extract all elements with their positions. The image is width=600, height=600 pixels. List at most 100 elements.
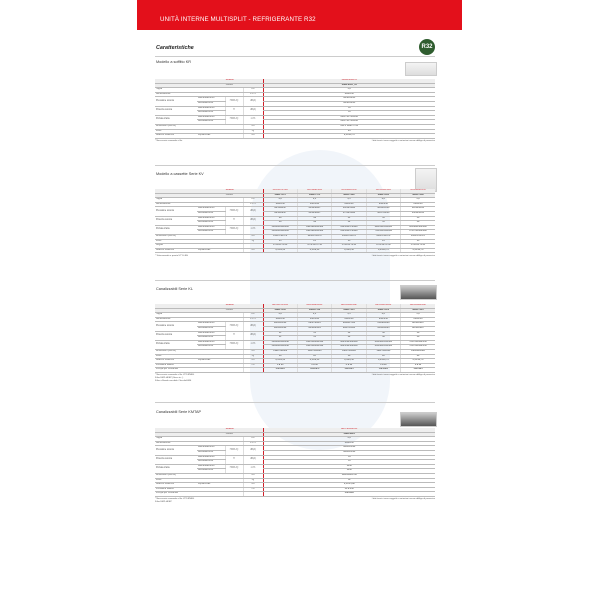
disclaimer: I dati tecnici sono soggetti a variazion… [371,374,435,377]
code-cell: 3NGF7120 [365,308,401,314]
value-cell: 49 [296,216,332,222]
table-row: Portata d'aria Raffreddamento H/M/L/Q m³/h 8… [155,115,435,125]
notes-row: * Telecomando a parete UTY-LRH I dati tec… [155,255,435,258]
row-label: Pressione statica [155,487,243,493]
product-image [400,285,437,300]
row-unit: kg [242,478,263,484]
value-cell: 15 [400,239,435,245]
value-cell: 245x570x570 [296,234,332,240]
value-cell: 230/1/50 [262,92,435,98]
value-cell: Standard [262,367,298,373]
row-label: Attacchi tubazioni [155,482,197,488]
table-row: Peso kg 31 [155,478,435,484]
row-sublabel: Liquido/Gas [197,482,243,488]
notes-row: * Necessario comando a filo UTY-RNRG Filt… [155,498,435,504]
value-cell: 6,35/9,52 [331,248,367,254]
value-cell: UTG-UFYF-W [365,243,401,249]
table-row: Pressione statica Pa 30 a 150 [155,487,435,493]
value-cell: 56 [400,216,435,222]
value-cell: 0 a 90 [365,363,401,369]
row-sublabel: Raffreddamento [197,225,225,231]
row-sublabel: Liquido/Gas [197,358,243,364]
row-label: Pressione sonora [155,206,197,217]
row-label: Attacchi tubazioni [155,248,197,254]
value-cell: 20 [400,354,435,360]
code-cell: 3NGF7185 [365,193,401,199]
model-cell: AUXG07KVLA [262,189,298,194]
table-row: Dimensioni (AxLxP) mm 198x700x620 198x700x6… [155,349,435,355]
row-label: Alimentazione [155,317,243,323]
row-sublabel: Raffreddamento [197,455,225,461]
value-cell: 230/1/50 [331,317,367,323]
value-cell: 3,5 [331,312,367,318]
row-mode: H [224,216,243,226]
value-cell: 32/28/25/24 [262,450,435,456]
value-cell: 690/610/530/460 [365,225,401,231]
disclaimer: I dati tecnici sono soggetti a variazion… [371,140,435,143]
table-row: Alimentazione V/f/Hz 230/1/50 230/1/50 230/1… [155,202,435,208]
row-sublabel: Riscaldamento [197,220,225,226]
code-cell: 3NGF7110 [296,308,332,314]
row-label: Pompa per condensa [155,367,243,373]
product-image [400,412,437,427]
value-cell: 780/700/620/550 [400,340,435,346]
row-sublabel: Riscaldamento [197,468,225,474]
value-cell: UTG-UFYF-W [262,243,298,249]
model-cell: AUXG09KVLA [296,189,332,194]
value-cell: 198x1000x700 [262,473,435,479]
value-cell: 2,5 [296,197,332,203]
value-cell: 3,5 [331,197,367,203]
row-unit: kg [242,129,263,135]
row-unit: kg [242,239,263,245]
row-label: Potenza sonora [155,216,197,226]
header-blank [155,308,197,314]
value-cell: 198x700x620 [331,349,367,355]
value-cell: 4,0 [365,312,401,318]
value-cell: 15 [331,239,367,245]
value-cell: 230/1/50 [400,317,435,323]
value-cell: 36/38/33/31 [262,96,435,102]
header-blank [155,189,197,194]
value-cell: 58 [400,220,435,226]
header-label: Modello [197,428,263,433]
row-mode: H/M/L/Q [224,445,243,456]
row-unit: Pa [242,363,263,369]
row-label: Dimensioni (AxLxP) [155,124,243,130]
value-cell: 29/28/27/26 [331,321,367,327]
row-sublabel: Liquido/Gas [197,133,243,139]
value-cell: 198x700x620 [296,349,332,355]
value-cell: 4,0 [365,197,401,203]
value-cell: 32/30/29/27 [400,321,435,327]
table-header-row: Modello AUXG07KVLA AUXG09KVLA AUXG12KVLA AUX… [155,189,435,194]
row-sublabel: Riscaldamento [197,335,225,341]
row-label: Potenza sonora [155,455,197,465]
product-image [405,62,437,76]
value-cell: 49 [296,220,332,226]
header-blank [155,432,197,438]
row-unit: V/f/Hz [242,317,263,323]
table-row: Portata d'aria Raffreddamento H/M/L/Q m³/h 5… [155,225,435,235]
value-cell: 550/510/460/410 [296,340,332,346]
value-cell: Standard [331,367,367,373]
value-cell: 0 a 90 [296,363,332,369]
row-label: Taglia [155,197,243,203]
row-unit: dB(A) [242,331,263,341]
value-cell: 53 [262,110,435,116]
row-unit [242,243,263,249]
spec-table: Modello AUXG07KVLA AUXG09KVLA AUXG12KVLA AUX… [155,189,435,254]
value-cell: 230/1/50 [262,202,298,208]
value-cell: 41/39/36/33 [400,206,435,212]
value-cell: 15 [365,239,401,245]
table-row: Pressione sonora Raffreddamento H/M/L/Q dB(… [155,206,435,217]
row-sublabel: Raffreddamento [197,331,225,337]
code-cell: 3NGF7115 [331,308,367,314]
row-unit: dB(A) [242,321,263,332]
header-label: Modello [197,79,263,84]
table-row: Riscaldamento 53 [155,110,435,116]
header-label: Codice* [197,432,263,438]
table-row: Pompa per condensa Standard [155,491,435,497]
row-sublabel: Riscaldamento [197,110,225,116]
value-cell: 245x570x570 [365,234,401,240]
row-unit: mm [242,349,263,355]
table-row: Taglia kW 2,0 2,5 3,5 4,0 5,0 [155,197,435,203]
